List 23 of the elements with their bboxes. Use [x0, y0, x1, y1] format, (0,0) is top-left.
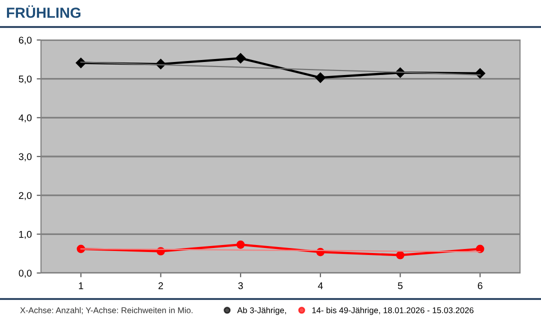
point	[474, 68, 486, 79]
point	[236, 240, 245, 249]
x-tick-label: 3	[238, 282, 243, 290]
x-tick-label: 2	[158, 282, 163, 290]
y-tick-label: 3,0	[18, 153, 32, 162]
y-tick-label: 2,0	[18, 192, 32, 200]
y-tick-label: 5,0	[18, 76, 32, 84]
x-tick-label: 5	[398, 282, 403, 290]
y-tick-label: 4,0	[18, 114, 32, 122]
y-tick-label: 6,0	[18, 36, 32, 45]
legend-label: Ab 3-Jährige,	[237, 307, 286, 315]
point	[235, 53, 246, 64]
y-tick-label: 1,0	[19, 230, 32, 239]
point	[396, 250, 404, 260]
point	[476, 244, 484, 254]
y-tick-label: 0,0	[18, 270, 32, 278]
x-tick-label: 6	[478, 282, 482, 290]
chart-title: FRÜHLING	[6, 5, 80, 18]
legend-label: 14- bis 49-Jährige, 18.01.2026 - 15.03.2026	[312, 307, 474, 315]
point	[315, 72, 326, 83]
text: X-Achse: Anzahl; Y-Achse: Reichweiten in Mio.	[20, 307, 192, 314]
x-tick-label: 4	[318, 282, 323, 290]
x-tick-label: 1	[78, 282, 84, 290]
